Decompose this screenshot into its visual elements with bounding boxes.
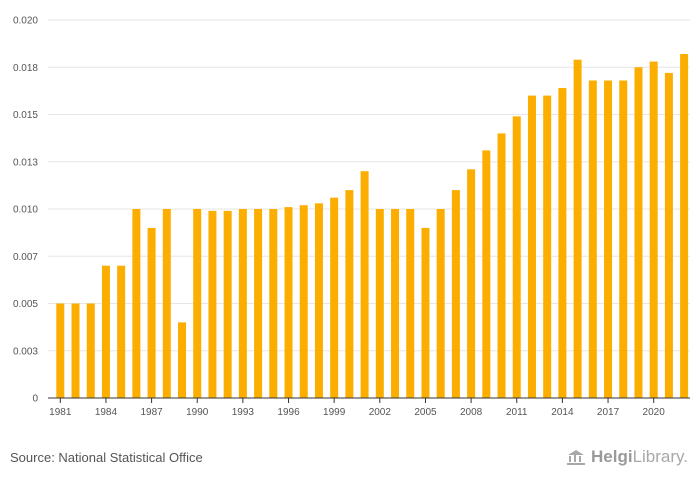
x-tick-label: 1981 — [49, 407, 72, 418]
library-building-icon — [567, 450, 585, 465]
bar-2020[interactable] — [649, 61, 658, 399]
bar-1985[interactable] — [117, 265, 126, 398]
bar-1999[interactable] — [330, 197, 339, 398]
x-tick-label: 2008 — [460, 407, 483, 418]
x-tick-label: 2014 — [551, 407, 574, 418]
bar-1995[interactable] — [269, 209, 278, 398]
bar-1988[interactable] — [162, 209, 171, 398]
x-tick-label: 1999 — [323, 407, 346, 418]
y-tick-label: 0.007 — [13, 252, 38, 263]
x-tick-label: 2020 — [643, 407, 666, 418]
logo-text: Library. — [632, 447, 688, 466]
bar-1987[interactable] — [147, 227, 156, 398]
bar-2016[interactable] — [588, 80, 597, 398]
source-text: Source: National Statistical Office — [10, 450, 203, 465]
bar-2014[interactable] — [558, 88, 567, 398]
bar-1986[interactable] — [132, 209, 141, 398]
bar-1983[interactable] — [86, 303, 95, 399]
x-tick-label: 1993 — [232, 407, 255, 418]
y-tick-label: 0.005 — [13, 299, 38, 310]
y-tick-label: 0.003 — [13, 346, 38, 357]
bar-1998[interactable] — [314, 203, 323, 398]
bar-2010[interactable] — [497, 133, 506, 398]
x-tick-label: 2017 — [597, 407, 620, 418]
bar-1997[interactable] — [299, 205, 308, 398]
bar-2006[interactable] — [436, 209, 445, 398]
bar-1996[interactable] — [284, 207, 293, 398]
bar-2005[interactable] — [421, 227, 430, 398]
y-tick-label: 0.015 — [13, 110, 38, 121]
x-axis-ticks: 1981 1984 1987 1990 1993 1996 1999 2002 2005 2008… — [49, 398, 665, 418]
y-axis-ticks: 0 0.003 0.005 0.007 0.010 0.013 0.015 0.018 0.02… — [13, 16, 38, 405]
bars — [56, 54, 689, 399]
bar-2013[interactable] — [543, 95, 552, 398]
logo-text-bold: Helgi — [591, 447, 633, 466]
x-tick-label: 1984 — [95, 407, 118, 418]
bar-2021[interactable] — [664, 72, 673, 399]
bar-2002[interactable] — [375, 209, 384, 398]
x-tick-label: 2011 — [506, 407, 528, 418]
bar-chart: 0 0.003 0.005 0.007 0.010 0.013 0.015 0.018 0.02… — [13, 16, 690, 418]
bar-1982[interactable] — [71, 303, 80, 399]
y-tick-label: 0.018 — [13, 63, 38, 74]
bar-1990[interactable] — [193, 209, 202, 398]
bar-2019[interactable] — [634, 67, 643, 398]
bar-2022[interactable] — [680, 54, 689, 399]
bar-2017[interactable] — [604, 80, 613, 398]
bar-2003[interactable] — [391, 209, 400, 398]
bar-2001[interactable] — [360, 171, 369, 398]
bar-2008[interactable] — [467, 169, 476, 398]
bar-2011[interactable] — [512, 116, 521, 398]
helgi-library-logo[interactable]: HelgiLibrary. — [565, 447, 688, 467]
x-tick-label: 2002 — [369, 407, 392, 418]
y-tick-label: 0.010 — [13, 205, 38, 216]
y-tick-label: 0.013 — [13, 157, 38, 168]
y-tick-label: 0 — [32, 394, 38, 405]
bar-1989[interactable] — [178, 322, 187, 398]
x-tick-label: 2005 — [414, 407, 437, 418]
x-tick-label: 1996 — [277, 407, 300, 418]
bar-1994[interactable] — [254, 209, 263, 398]
bar-1984[interactable] — [101, 265, 110, 398]
bar-2009[interactable] — [482, 150, 491, 398]
y-tick-label: 0.020 — [13, 16, 38, 27]
bar-1992[interactable] — [223, 210, 232, 398]
bar-1991[interactable] — [208, 210, 217, 398]
x-tick-label: 1987 — [140, 407, 163, 418]
bar-2004[interactable] — [406, 209, 415, 398]
bar-1993[interactable] — [238, 209, 247, 398]
bar-2000[interactable] — [345, 190, 354, 398]
bar-2015[interactable] — [573, 59, 582, 398]
bar-2012[interactable] — [527, 95, 536, 398]
x-tick-label: 1990 — [186, 407, 209, 418]
bar-1981[interactable] — [56, 303, 65, 399]
chart-footer: Source: National Statistical Office Helg… — [0, 440, 700, 483]
bar-2007[interactable] — [451, 190, 460, 398]
bar-2018[interactable] — [619, 80, 628, 398]
